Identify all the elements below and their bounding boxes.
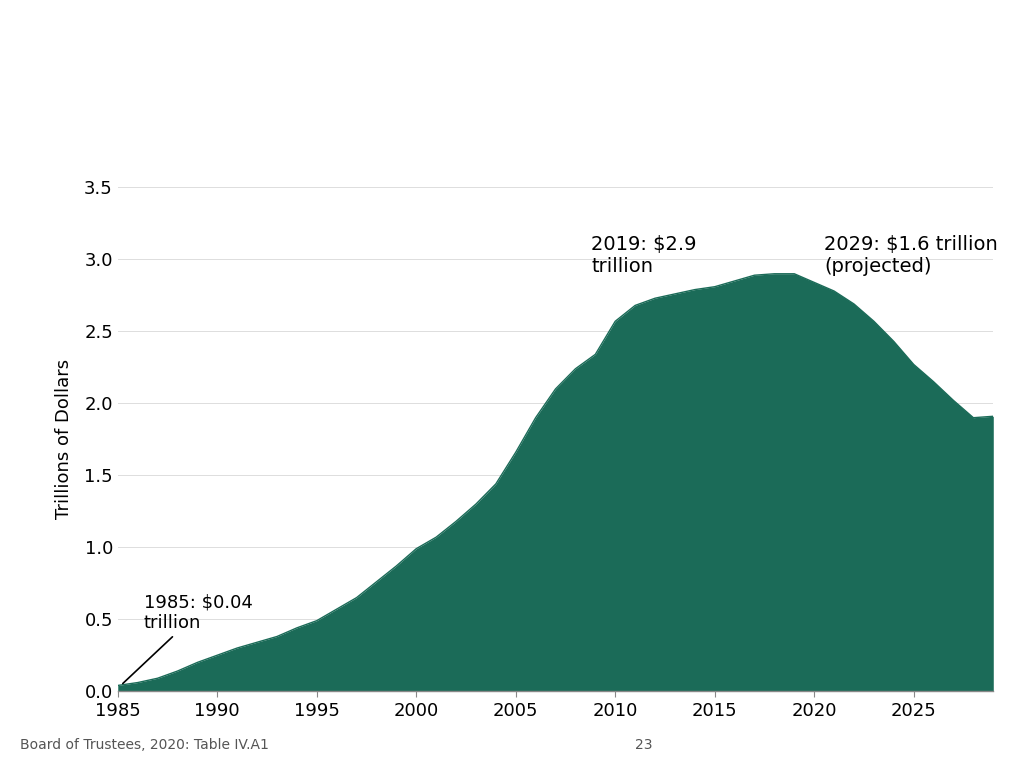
Text: 2029: $1.6 trillion
(projected): 2029: $1.6 trillion (projected) (824, 235, 998, 276)
Text: 23: 23 (635, 738, 652, 752)
Text: 1985: $0.04
trillion: 1985: $0.04 trillion (123, 594, 253, 684)
Y-axis label: Trillions of Dollars: Trillions of Dollars (55, 359, 73, 519)
Text: How Large are Social Security: How Large are Social Security (89, 32, 935, 81)
Text: Board of Trustees, 2020: Table IV.A1: Board of Trustees, 2020: Table IV.A1 (20, 738, 269, 752)
Text: Trust Fund Assets?: Trust Fund Assets? (246, 92, 778, 141)
Text: 2019: $2.9
trillion: 2019: $2.9 trillion (591, 235, 697, 276)
